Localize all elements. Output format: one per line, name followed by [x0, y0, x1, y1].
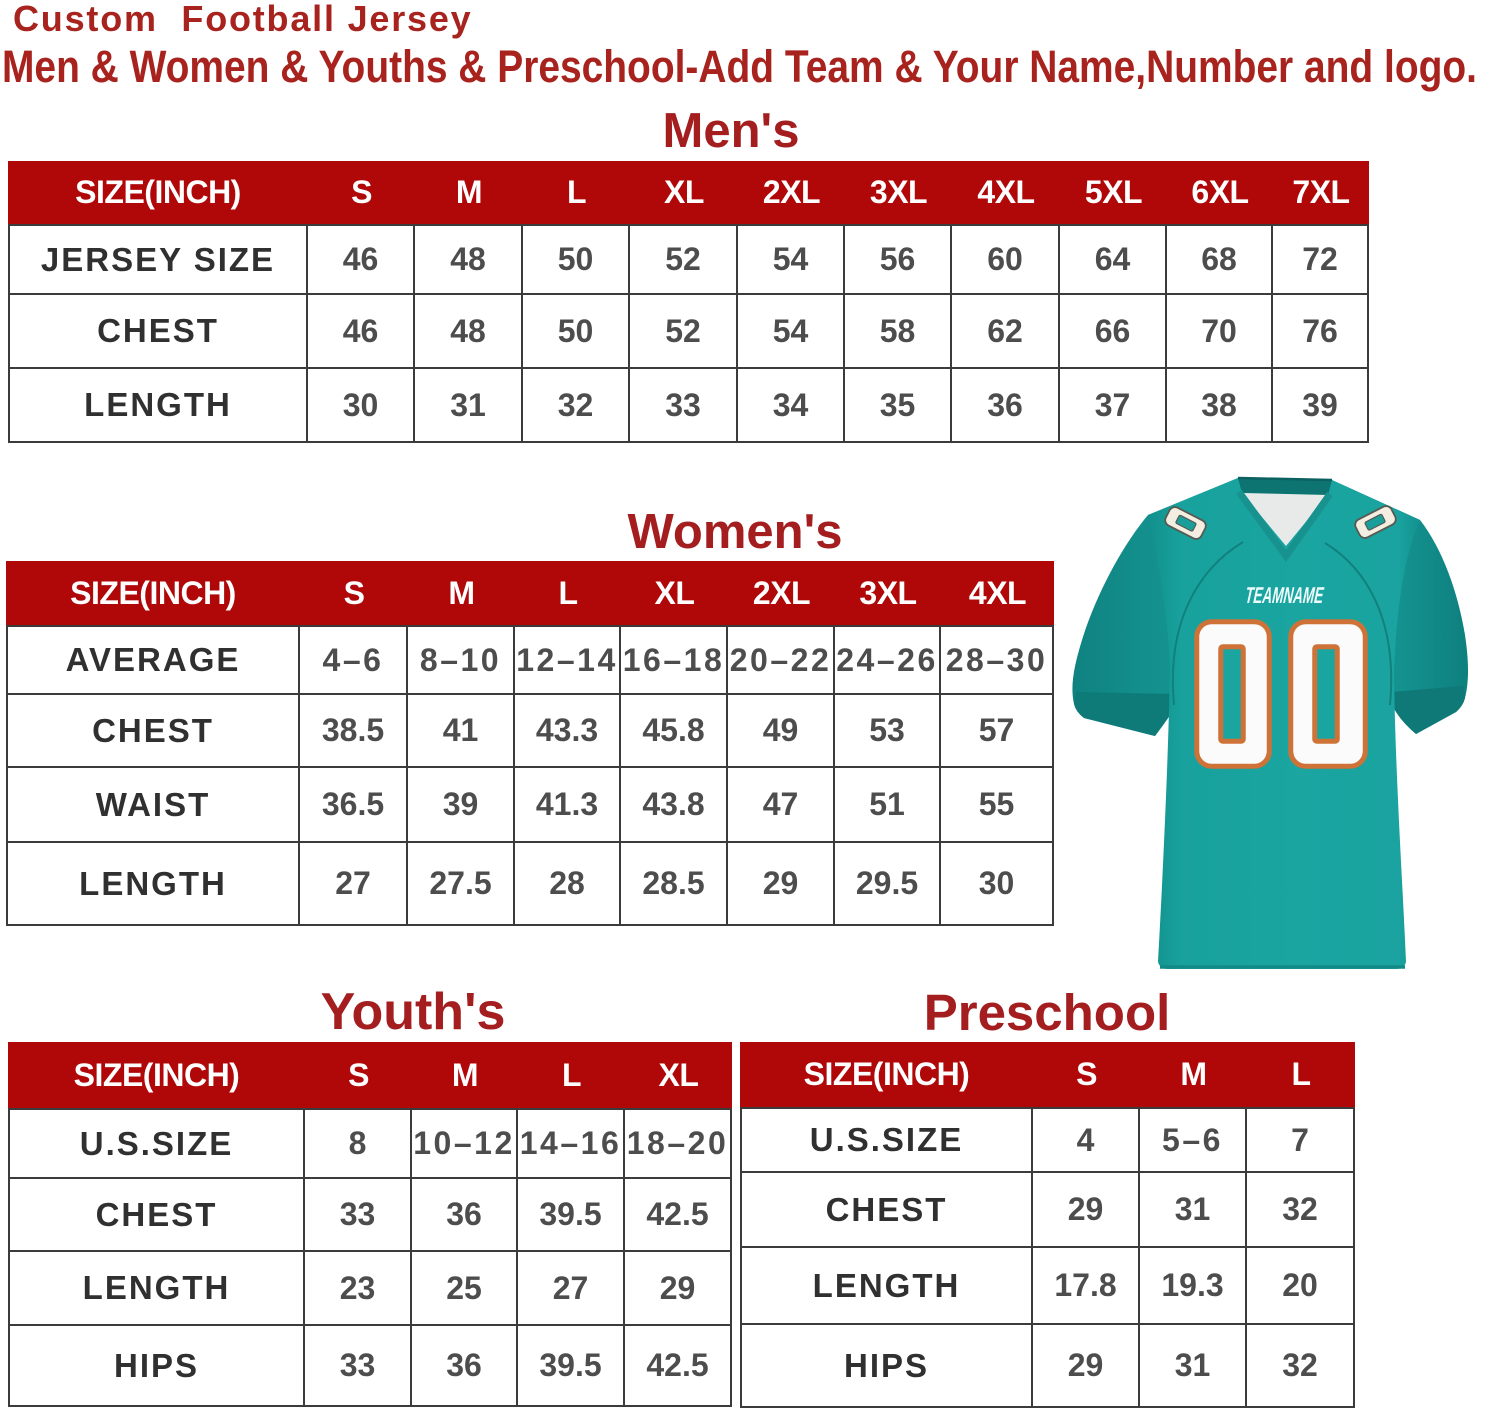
svg-text:TEAMNAME: TEAMNAME — [1243, 582, 1326, 608]
